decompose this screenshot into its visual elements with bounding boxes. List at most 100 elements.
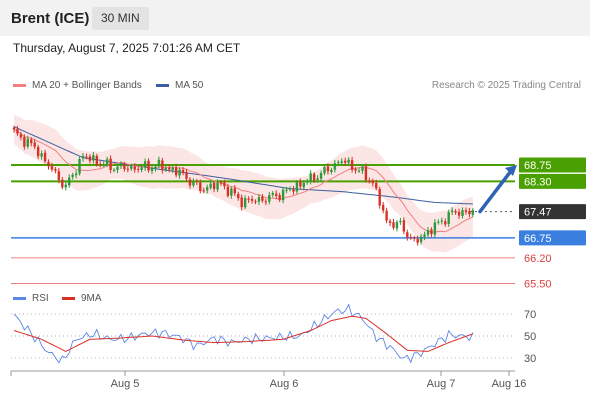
candle-body (278, 195, 281, 200)
candle (281, 186, 285, 204)
candle-body (457, 211, 461, 216)
candle-body (413, 237, 416, 239)
legend-ma20-label: MA 20 + Bollinger Bands (32, 80, 142, 91)
candle (419, 233, 423, 245)
candle (309, 170, 312, 185)
candle (444, 218, 447, 227)
price-level-current: 67.47 (470, 204, 586, 220)
candle-body (357, 170, 361, 172)
candle-body (171, 167, 174, 171)
legend-9ma-label: 9MA (81, 293, 102, 304)
rsi-legend-9ma: 9MA (62, 293, 102, 304)
rsi-tick-label: 50 (524, 331, 536, 343)
candle (292, 186, 295, 195)
candle (105, 156, 109, 168)
candle (50, 162, 54, 173)
candle (330, 167, 333, 175)
candle-body (319, 173, 323, 179)
ma50-swatch-icon (156, 84, 169, 87)
candle-body (233, 188, 236, 194)
candle-body (402, 220, 406, 232)
candle (78, 156, 81, 176)
candle-body (64, 184, 67, 188)
candle-body (195, 181, 199, 183)
candle-body (268, 195, 271, 202)
candle-body (333, 163, 337, 170)
candle-body (371, 180, 374, 184)
candle (268, 191, 271, 205)
candle-body (271, 192, 274, 195)
candle (409, 233, 412, 240)
candle-body (337, 162, 340, 164)
candle-body (36, 147, 40, 157)
candle-body (316, 178, 319, 180)
rsi-ma-line (13, 315, 474, 352)
candle-body (85, 156, 88, 158)
candle (195, 178, 199, 186)
candle (168, 164, 171, 173)
candle (223, 179, 226, 190)
legend-rsi-label: RSI (32, 293, 49, 304)
candle-body (206, 187, 209, 191)
candle-body (468, 211, 471, 215)
candle (157, 156, 161, 169)
candle (185, 168, 188, 182)
candle (426, 227, 430, 237)
candle-body (78, 159, 81, 174)
candle-body (19, 134, 23, 138)
instrument-title: Brent (ICE) (11, 10, 90, 27)
level-tag-box (519, 204, 586, 220)
candle-body (161, 160, 164, 171)
candle (299, 178, 302, 190)
candle-body (164, 167, 167, 170)
candle (402, 217, 406, 235)
candle (230, 186, 233, 199)
candle-body (406, 232, 409, 238)
candle (237, 191, 240, 201)
candle-body (419, 236, 423, 243)
candle (243, 195, 247, 210)
candle (344, 157, 347, 166)
candle-body (426, 230, 430, 235)
candle-body (264, 201, 268, 203)
candle (423, 231, 426, 241)
candle (161, 157, 164, 174)
candle (216, 179, 219, 193)
level-label: 67.47 (524, 207, 552, 219)
candle (71, 172, 74, 180)
candle-body (209, 183, 212, 188)
candle-body (199, 182, 202, 191)
candle (357, 167, 361, 173)
candle-body (88, 156, 92, 161)
candle (254, 199, 257, 205)
candle-body (43, 152, 47, 162)
interval-button[interactable]: 30 MIN (92, 7, 149, 30)
level-label: 68.75 (524, 160, 552, 172)
price-level-resistance: 68.30 (11, 173, 586, 189)
candle-body (223, 182, 226, 187)
candle-body (347, 159, 350, 163)
candle-body (119, 163, 123, 167)
candle-body (126, 168, 130, 170)
candle (130, 163, 133, 171)
candle (181, 166, 185, 176)
candle-body (61, 179, 64, 188)
arrow-shaft (478, 169, 513, 214)
candle-body (350, 160, 354, 170)
candle-body (23, 137, 26, 147)
candle-body (247, 198, 250, 200)
candle-body (388, 221, 392, 223)
candle-body (102, 164, 105, 166)
candle (54, 167, 57, 174)
price-level-support: 65.50 (11, 278, 552, 290)
candle-body (344, 160, 347, 163)
candle-body (275, 193, 278, 196)
level-label: 66.75 (524, 233, 552, 245)
header-bar: Brent (ICE) 30 MIN (0, 0, 590, 36)
candle (137, 166, 140, 173)
candle-body (174, 167, 178, 176)
candle (471, 208, 475, 217)
candle (323, 164, 326, 176)
candle (375, 179, 378, 191)
